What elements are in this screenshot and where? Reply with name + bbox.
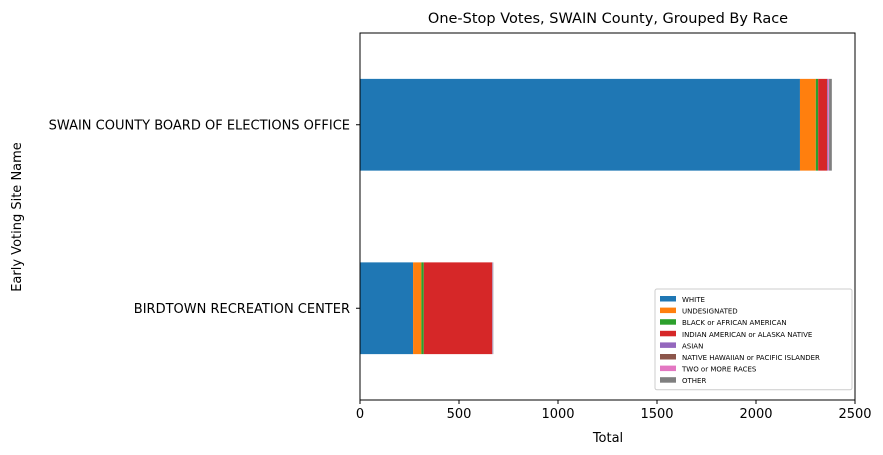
bar-segment bbox=[423, 262, 493, 355]
bar-segment bbox=[818, 78, 828, 171]
bar-segment bbox=[492, 262, 494, 355]
legend-label: TWO or MORE RACES bbox=[681, 366, 757, 374]
x-tick-label: 1000 bbox=[541, 407, 574, 422]
legend-swatch bbox=[660, 296, 676, 302]
y-tick-label: BIRDTOWN RECREATION CENTER bbox=[134, 302, 350, 317]
legend-label: ASIAN bbox=[682, 342, 703, 350]
legend-swatch bbox=[660, 342, 676, 348]
bar-segment bbox=[799, 78, 816, 171]
bar-segment bbox=[421, 262, 424, 355]
legend-label: WHITE bbox=[682, 296, 705, 304]
x-tick-label: 0 bbox=[356, 407, 364, 422]
bar-segment bbox=[360, 262, 414, 355]
legend-label: BLACK or AFRICAN AMERICAN bbox=[682, 319, 787, 327]
x-tick-label: 500 bbox=[447, 407, 472, 422]
legend-box bbox=[654, 288, 853, 391]
plot-frame bbox=[359, 32, 856, 401]
legend: WHITE UNDESIGNATED BLACK or AFRICAN AMERIC… bbox=[654, 288, 853, 391]
legend-swatch bbox=[660, 307, 676, 314]
bar-segment bbox=[815, 78, 819, 171]
y-axis-label: Early Voting Site Name bbox=[10, 142, 25, 292]
x-tick-label: 2000 bbox=[739, 407, 772, 422]
y-tick-label: SWAIN COUNTY BOARD OF ELECTIONS OFFICE bbox=[49, 118, 350, 133]
legend-label: NATIVE HAWAIIAN or PACIFIC ISLANDER bbox=[682, 354, 820, 362]
chart-title: One-Stop Votes, SWAIN County, Grouped By… bbox=[428, 11, 788, 27]
legend-swatch bbox=[660, 330, 676, 337]
x-tick-label: 1500 bbox=[640, 407, 673, 422]
legend-label: INDIAN AMERICAN or ALASKA NATIVE bbox=[682, 331, 812, 339]
x-axis-label: Total bbox=[592, 431, 623, 446]
legend-label: UNDESIGNATED bbox=[682, 308, 738, 316]
bar-segment bbox=[827, 78, 828, 171]
x-tick-label: 2500 bbox=[838, 407, 871, 422]
bar-segment bbox=[829, 78, 832, 171]
legend-label: OTHER bbox=[682, 377, 706, 385]
legend-swatch bbox=[660, 354, 676, 360]
plot-area: BIRDTOWN RECREATION CENTER SWAIN COUNTY B… bbox=[49, 32, 872, 422]
legend-swatch bbox=[660, 377, 676, 383]
bar-segment bbox=[413, 262, 422, 355]
legend-swatch bbox=[660, 319, 676, 325]
legend-swatch bbox=[660, 365, 676, 372]
bar-segment bbox=[360, 78, 800, 171]
bar-segment bbox=[828, 78, 830, 171]
